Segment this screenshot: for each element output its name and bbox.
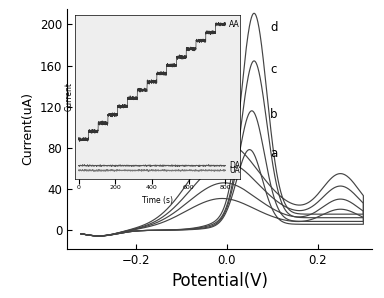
Text: UA: UA xyxy=(229,166,240,175)
Text: d: d xyxy=(270,21,278,34)
X-axis label: Time (s): Time (s) xyxy=(142,195,173,205)
Text: a: a xyxy=(270,147,277,160)
X-axis label: Potential(V): Potential(V) xyxy=(171,272,268,290)
Text: AA: AA xyxy=(229,20,240,29)
Text: b: b xyxy=(270,108,278,122)
Text: c: c xyxy=(270,63,276,76)
Text: DA: DA xyxy=(229,161,240,170)
Y-axis label: Current(uA): Current(uA) xyxy=(22,92,35,165)
Y-axis label: Current: Current xyxy=(65,82,73,111)
